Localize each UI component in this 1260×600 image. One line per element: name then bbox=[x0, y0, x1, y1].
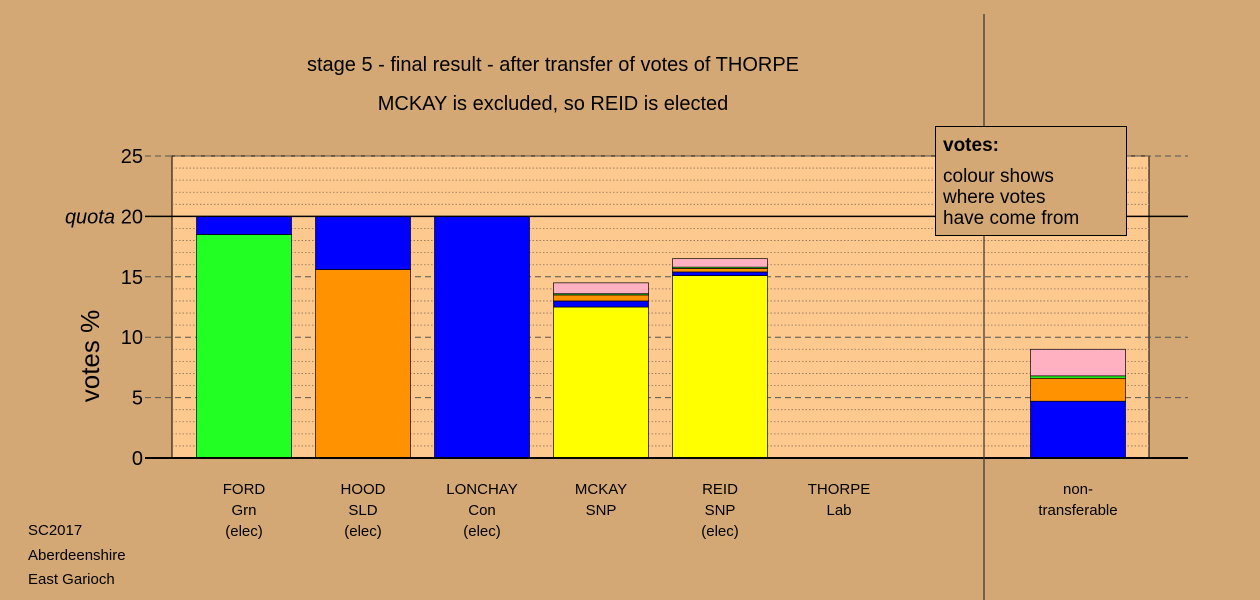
x-label-party: Con bbox=[468, 502, 496, 519]
footer-council: Aberdeenshire bbox=[28, 547, 126, 564]
bar-segment-mckay-snp bbox=[553, 306, 649, 459]
footer-election: SC2017 bbox=[28, 522, 83, 539]
x-label-party: SLD bbox=[348, 502, 377, 519]
y-axis-label: votes % bbox=[75, 310, 105, 403]
chart-title: stage 5 - final result - after transfer … bbox=[306, 54, 800, 76]
y-tick-label: 10 bbox=[121, 327, 143, 349]
bar-segment-non-sld bbox=[1030, 377, 1126, 402]
quota-label: quota bbox=[65, 206, 115, 228]
x-label-party: transferable bbox=[1038, 502, 1117, 519]
bar-segment-mckay-sld bbox=[553, 294, 649, 302]
y-tick-label: 5 bbox=[132, 388, 143, 410]
x-label-party: Grn bbox=[231, 502, 256, 519]
bar-segment-ford-con bbox=[196, 216, 292, 235]
bar-segment-reid-sld bbox=[672, 267, 768, 273]
chart-subtitle: MCKAY is excluded, so REID is elected bbox=[377, 93, 729, 115]
bar-segment-reid-snp bbox=[672, 275, 768, 459]
legend-title: votes: bbox=[943, 135, 999, 156]
x-label-party: SNP bbox=[705, 502, 736, 519]
x-label-name: LONCHAY bbox=[446, 481, 517, 498]
legend-box: votes: colour shows where votes have com… bbox=[935, 126, 1127, 236]
bar-segment-reid-lab bbox=[672, 258, 768, 268]
x-label-party: SNP bbox=[586, 502, 617, 519]
x-label-name: non- bbox=[1063, 481, 1093, 498]
bar-segment-non-grn bbox=[1030, 375, 1126, 379]
x-label-name: THORPE bbox=[808, 481, 871, 498]
footer-ward: East Garioch bbox=[28, 571, 115, 588]
x-label-name: REID bbox=[702, 481, 738, 498]
x-label-name: MCKAY bbox=[575, 481, 627, 498]
bar-segment-hood-con bbox=[315, 216, 411, 270]
x-label-status: (elec) bbox=[344, 523, 382, 540]
legend-body: colour shows where votes have come from bbox=[943, 166, 1080, 229]
x-label-name: FORD bbox=[223, 481, 266, 498]
x-label-status: (elec) bbox=[701, 523, 739, 540]
x-label-party: Lab bbox=[826, 502, 851, 519]
x-label-status: (elec) bbox=[225, 523, 263, 540]
y-tick-label: 15 bbox=[121, 267, 143, 289]
bar-segment-ford-grn bbox=[196, 234, 292, 459]
y-tick-label: 25 bbox=[121, 146, 143, 168]
x-label-name: HOOD bbox=[341, 481, 386, 498]
x-label-status: (elec) bbox=[463, 523, 501, 540]
bar-segment-lonchay-con bbox=[434, 216, 530, 459]
bar-segment-mckay-con bbox=[553, 300, 649, 308]
bar-segment-non-con bbox=[1030, 400, 1126, 459]
bar-segment-hood-sld bbox=[315, 269, 411, 459]
bar-segment-mckay-lab bbox=[553, 282, 649, 295]
y-tick-label: 20 bbox=[121, 206, 143, 228]
bar-segment-non-lab bbox=[1030, 348, 1126, 377]
y-tick-label: 0 bbox=[132, 448, 143, 470]
bar-segment-reid-con bbox=[672, 271, 768, 276]
